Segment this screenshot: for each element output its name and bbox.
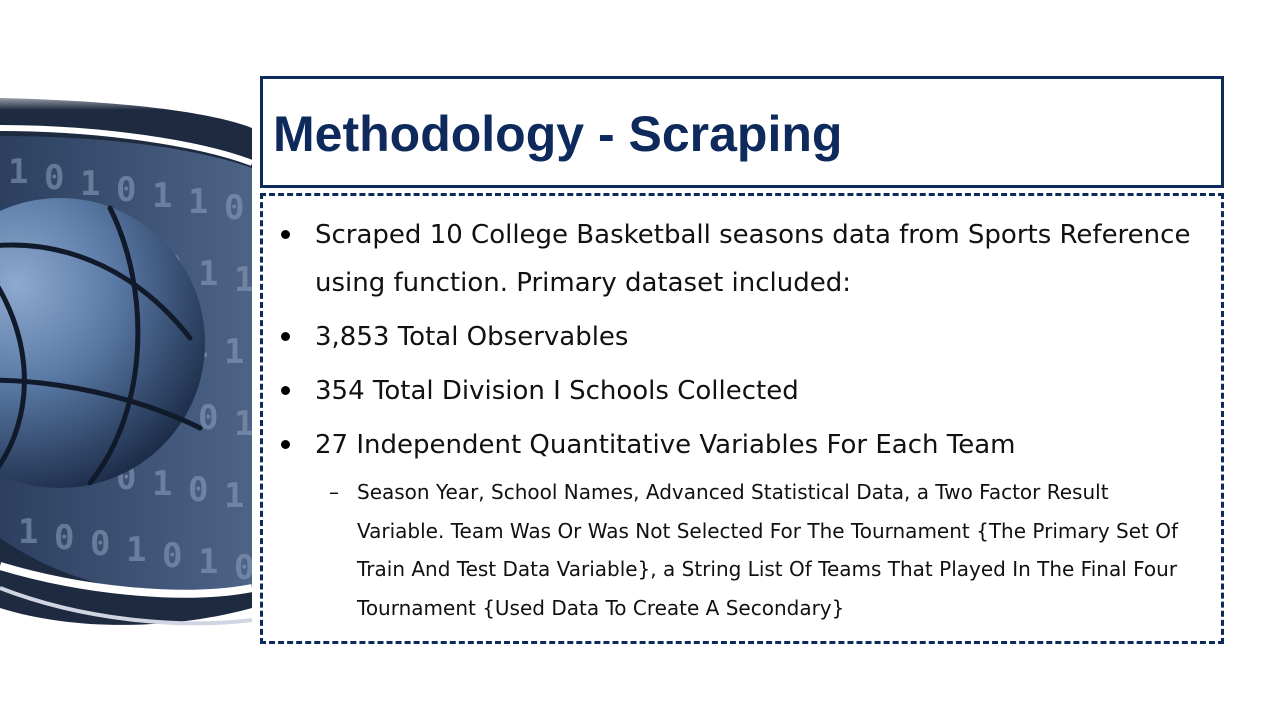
dash-icon: –: [329, 480, 339, 504]
binary-digit: 1: [152, 176, 172, 216]
bullet-dot-icon: [281, 386, 290, 395]
content-box: Scraped 10 College Basketball seasons da…: [260, 193, 1224, 644]
binary-digit: 0: [188, 470, 208, 510]
bullet-text: 27 Independent Quantitative Variables Fo…: [315, 430, 1016, 460]
binary-digit: 1: [18, 512, 38, 552]
bullet-dot-icon: [281, 332, 290, 341]
title-box: Methodology - Scraping: [260, 76, 1224, 188]
binary-digit: 1: [188, 182, 208, 222]
binary-digit: 1: [198, 542, 218, 582]
binary-digit: 0: [224, 188, 244, 228]
bullet-item: 27 Independent Quantitative Variables Fo…: [263, 421, 1221, 469]
binary-digit: 0: [54, 518, 74, 558]
binary-digit: 1: [198, 254, 218, 294]
binary-digit: 0: [116, 170, 136, 210]
bullet-list: Scraped 10 College Basketball seasons da…: [263, 211, 1221, 469]
bullet-item: 3,853 Total Observables: [263, 313, 1221, 361]
bullet-dot-icon: [281, 440, 290, 449]
binary-digit: 0: [198, 398, 218, 438]
bullet-item: 354 Total Division I Schools Collected: [263, 367, 1221, 415]
binary-digit: 1: [8, 152, 28, 192]
binary-digit: 1: [152, 464, 172, 504]
binary-digit: 1: [224, 476, 244, 516]
binary-digit: 0: [234, 548, 252, 588]
slide-title: Methodology - Scraping: [273, 106, 843, 162]
bullet-dot-icon: [281, 230, 290, 239]
binary-digit: 1: [224, 332, 244, 372]
bullet-item: Scraped 10 College Basketball seasons da…: [263, 211, 1221, 307]
binary-digit: 0: [44, 158, 64, 198]
binary-digit: 0: [90, 524, 110, 564]
binary-digit: 1: [234, 260, 252, 300]
binary-digit: 1: [80, 164, 100, 204]
bullet-text: 354 Total Division I Schools Collected: [315, 376, 799, 406]
basketball-image: 1010110010101101010110010101101010110010…: [0, 88, 252, 648]
bullet-text: 3,853 Total Observables: [315, 322, 629, 352]
bullet-text: Scraped 10 College Basketball seasons da…: [315, 220, 1191, 298]
sub-bullet: – Season Year, School Names, Advanced St…: [263, 473, 1221, 627]
sub-bullet-text: Season Year, School Names, Advanced Stat…: [357, 480, 1179, 620]
binary-digit: 1: [234, 404, 252, 444]
binary-digit: 1: [126, 530, 146, 570]
binary-digit: 0: [162, 536, 182, 576]
